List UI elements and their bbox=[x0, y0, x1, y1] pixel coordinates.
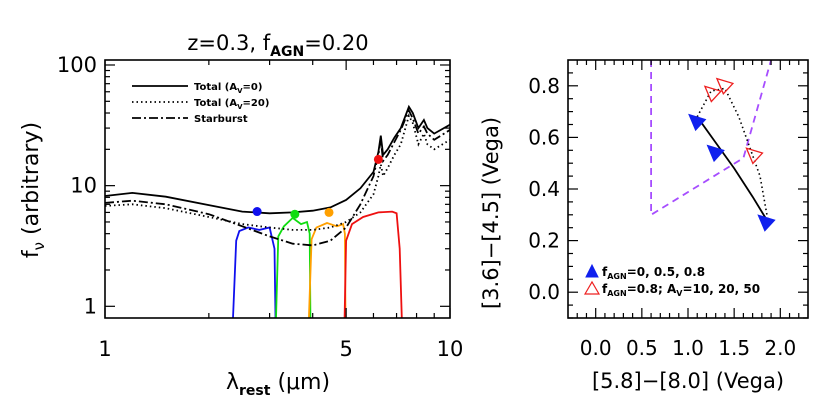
legend-label-1: fAGN=0.8; AV=10, 20, 50 bbox=[602, 282, 760, 298]
y-tick-label: 0.4 bbox=[528, 177, 560, 201]
left-xlabel: λrest (μm) bbox=[226, 370, 330, 399]
agn-wedge bbox=[650, 59, 772, 217]
band-marker-1 bbox=[290, 209, 300, 219]
x-tick-label: 0.0 bbox=[580, 336, 612, 360]
y-tick-label: 100 bbox=[57, 53, 97, 77]
red-triangle-2 bbox=[745, 147, 764, 165]
blue-triangle-2 bbox=[757, 214, 776, 232]
legend-blue-triangle bbox=[585, 263, 599, 278]
legend-sub: AGN bbox=[607, 272, 626, 281]
right-panel: 0.0 0.5 1.0 1.5 2.00.00.20.40.60.8 fAGN=0, 0… bbox=[479, 59, 809, 393]
left-ylabel: fν (arbitrary) bbox=[19, 122, 48, 258]
y-tick-label: 0.8 bbox=[528, 74, 560, 98]
legend-tail: =0.8; A bbox=[627, 282, 677, 296]
series-line-0 bbox=[104, 104, 451, 215]
band-marker-3 bbox=[373, 154, 383, 164]
left-plot-content bbox=[104, 104, 451, 319]
series-line-2 bbox=[104, 108, 451, 247]
right-plot-frame bbox=[567, 59, 809, 319]
legend-sub2: V bbox=[676, 289, 683, 298]
legend-label-text: Total (A bbox=[194, 98, 237, 109]
left-legend: Total (AV=0)Total (AV=20)Starburst bbox=[132, 82, 269, 125]
x-tick-label: 1.0 bbox=[672, 336, 704, 360]
right-axis-ticks: 0.0 0.5 1.0 1.5 2.0 0.0 0.2 0.4 0.6 0.8 bbox=[528, 60, 808, 360]
legend-label-0: Total (AV=0) bbox=[194, 82, 262, 95]
x-tick-label: 10 bbox=[437, 337, 464, 361]
y-tick-label: 0.0 bbox=[528, 280, 560, 304]
legend-text: f bbox=[602, 265, 608, 279]
legend-label-1: Total (AV=20) bbox=[194, 98, 269, 111]
filter-curve-3 bbox=[343, 210, 403, 319]
filter-curve-1 bbox=[275, 216, 312, 319]
series-line-1 bbox=[104, 113, 451, 231]
left-axis-ticks: 1 5 10 1 10 100 bbox=[57, 53, 463, 361]
band-marker-0 bbox=[252, 207, 262, 217]
legend-label-0: fAGN=0, 0.5, 0.8 bbox=[602, 265, 705, 281]
left-plot-frame bbox=[104, 59, 451, 319]
blue-triangle-1 bbox=[706, 144, 725, 163]
legend-label-text: Starburst bbox=[194, 114, 248, 125]
filter-curve-2 bbox=[308, 222, 347, 319]
legend-tail: =0, 0.5, 0.8 bbox=[627, 265, 705, 279]
red-triangle-1 bbox=[715, 77, 735, 95]
left-title: z=0.3, fAGN=0.20 bbox=[187, 31, 368, 60]
right-ylabel: [3.6]−[4.5] (Vega) bbox=[479, 117, 503, 309]
legend-red-triangle bbox=[583, 280, 601, 295]
legend-label-sub: V bbox=[237, 87, 243, 95]
right-xlabel: [5.8]−[8.0] (Vega) bbox=[592, 369, 784, 393]
legend-sub: AGN bbox=[607, 289, 626, 298]
legend-text: f bbox=[602, 282, 608, 296]
y-tick-label: 0.2 bbox=[528, 229, 560, 253]
band-marker-2 bbox=[324, 207, 334, 217]
legend-label-2: Starburst bbox=[194, 114, 248, 125]
x-tick-label: 1 bbox=[98, 337, 111, 361]
blue-triangle-0 bbox=[688, 113, 707, 132]
right-plot-content bbox=[650, 59, 776, 232]
y-tick-label: 1 bbox=[84, 294, 97, 318]
red-triangle-0 bbox=[703, 85, 723, 103]
x-tick-label: 1.5 bbox=[718, 336, 750, 360]
x-tick-label: 5 bbox=[339, 337, 352, 361]
agn-track bbox=[696, 116, 770, 223]
legend-label-tail: =20) bbox=[243, 98, 270, 109]
legend-label-text: Total (A bbox=[194, 82, 237, 93]
legend-label-sub: V bbox=[237, 103, 243, 111]
y-tick-label: 10 bbox=[70, 174, 97, 198]
y-tick-label: 0.6 bbox=[528, 125, 560, 149]
filter-curve-0 bbox=[232, 226, 277, 319]
x-tick-label: 2.0 bbox=[764, 336, 796, 360]
x-tick-label: 0.5 bbox=[626, 336, 658, 360]
legend-label-tail: =0) bbox=[243, 82, 263, 93]
legend-tail2: =10, 20, 50 bbox=[682, 282, 760, 296]
